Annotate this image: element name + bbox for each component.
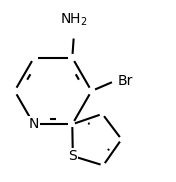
Text: S: S bbox=[68, 149, 77, 163]
Text: N: N bbox=[29, 117, 39, 131]
Text: Br: Br bbox=[118, 74, 133, 88]
Text: NH$_2$: NH$_2$ bbox=[60, 11, 88, 28]
